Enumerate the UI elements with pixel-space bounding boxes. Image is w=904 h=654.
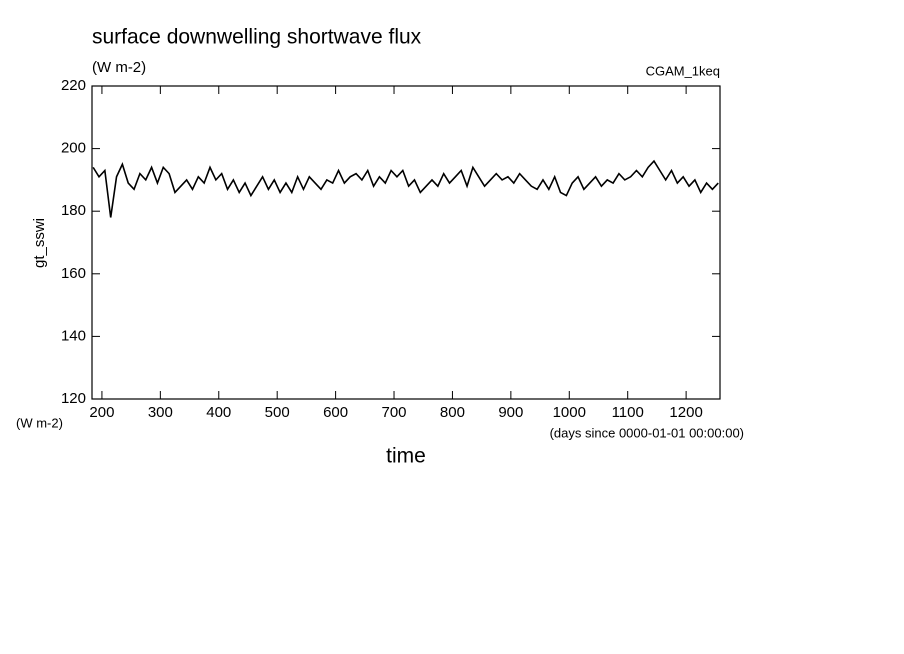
chart-subtitle: (W m-2) xyxy=(92,59,146,76)
y-tick-label: 160 xyxy=(61,265,86,282)
x-tick-label: 1000 xyxy=(553,404,586,421)
x-tick-label: 1100 xyxy=(612,404,644,421)
x-unit: (days since 0000-01-01 00:00:00) xyxy=(550,425,744,440)
y-axis-label: gt_sswi xyxy=(31,218,48,268)
x-tick-label: 200 xyxy=(89,404,114,421)
plot-frame xyxy=(91,85,721,400)
x-tick-label: 900 xyxy=(498,404,523,421)
y-unit: (W m-2) xyxy=(16,415,63,430)
y-tick-label: 120 xyxy=(61,390,86,407)
annotation: CGAM_1keq xyxy=(646,63,720,78)
x-axis-label: time xyxy=(386,445,426,468)
x-tick-label: 700 xyxy=(382,404,407,421)
x-tick-label: 400 xyxy=(206,404,231,421)
y-tick-label: 200 xyxy=(61,140,86,157)
y-tick-label: 220 xyxy=(61,77,86,94)
x-tick-label: 600 xyxy=(323,404,348,421)
data-line xyxy=(92,159,719,218)
x-tick-label: 500 xyxy=(265,404,290,421)
y-tick-label: 180 xyxy=(61,202,86,219)
x-tick-label: 800 xyxy=(440,404,465,421)
chart-title: surface downwelling shortwave flux xyxy=(92,26,422,49)
x-tick-label: 1200 xyxy=(669,404,702,421)
x-tick-label: 300 xyxy=(148,404,173,421)
y-tick-label: 140 xyxy=(61,327,86,344)
